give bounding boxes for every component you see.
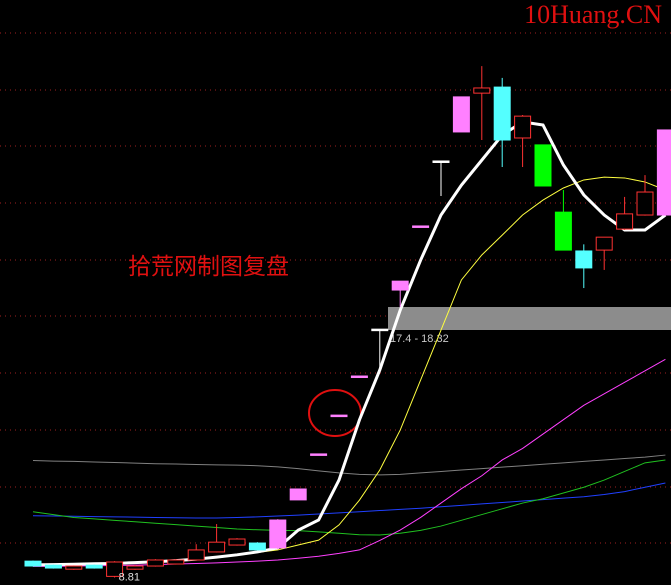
candle-body (534, 144, 552, 187)
candle-body (187, 549, 205, 561)
candle-body (310, 453, 328, 456)
candle-body (65, 565, 83, 570)
candle-body (473, 87, 491, 94)
candle-body (269, 519, 287, 549)
candle-body (575, 250, 593, 269)
candle-body (44, 564, 62, 569)
candle-body (208, 541, 226, 553)
candle-body (514, 115, 532, 139)
ma-line (32, 459, 666, 536)
candle-body (493, 86, 511, 141)
crosshair-band (388, 307, 671, 330)
candle-body (289, 488, 307, 501)
candle-body (167, 559, 185, 565)
candle-body (330, 414, 348, 418)
candle-body (85, 564, 103, 569)
candle-body (432, 160, 450, 163)
ma-line (32, 454, 666, 476)
candles (24, 66, 671, 578)
candle-body (616, 213, 634, 230)
candle-body (371, 328, 389, 332)
candle-body (554, 211, 572, 251)
candle-body (126, 565, 144, 570)
candle-body (636, 191, 654, 216)
candle-body (391, 280, 409, 291)
grid (0, 32, 671, 544)
candle-body (350, 375, 368, 379)
candle-body (146, 559, 164, 567)
candle-body (106, 561, 124, 577)
candle-body (656, 129, 671, 216)
candle-body (412, 225, 430, 228)
candle-body (248, 542, 266, 551)
low-label: 8.81 (119, 571, 140, 583)
watermark: 10Huang.CN (524, 0, 662, 29)
ma-line (32, 120, 667, 567)
lines (32, 120, 667, 567)
crosshair-label: 17.4 - 18.32 (390, 333, 449, 345)
candle-body (228, 538, 246, 546)
candle-body (595, 236, 613, 251)
candle-body (24, 560, 42, 567)
annotation: 拾荒网制图复盘 (128, 253, 289, 279)
ma-line (33, 358, 666, 567)
candle-body (452, 96, 470, 133)
highlight-circle (308, 389, 362, 437)
